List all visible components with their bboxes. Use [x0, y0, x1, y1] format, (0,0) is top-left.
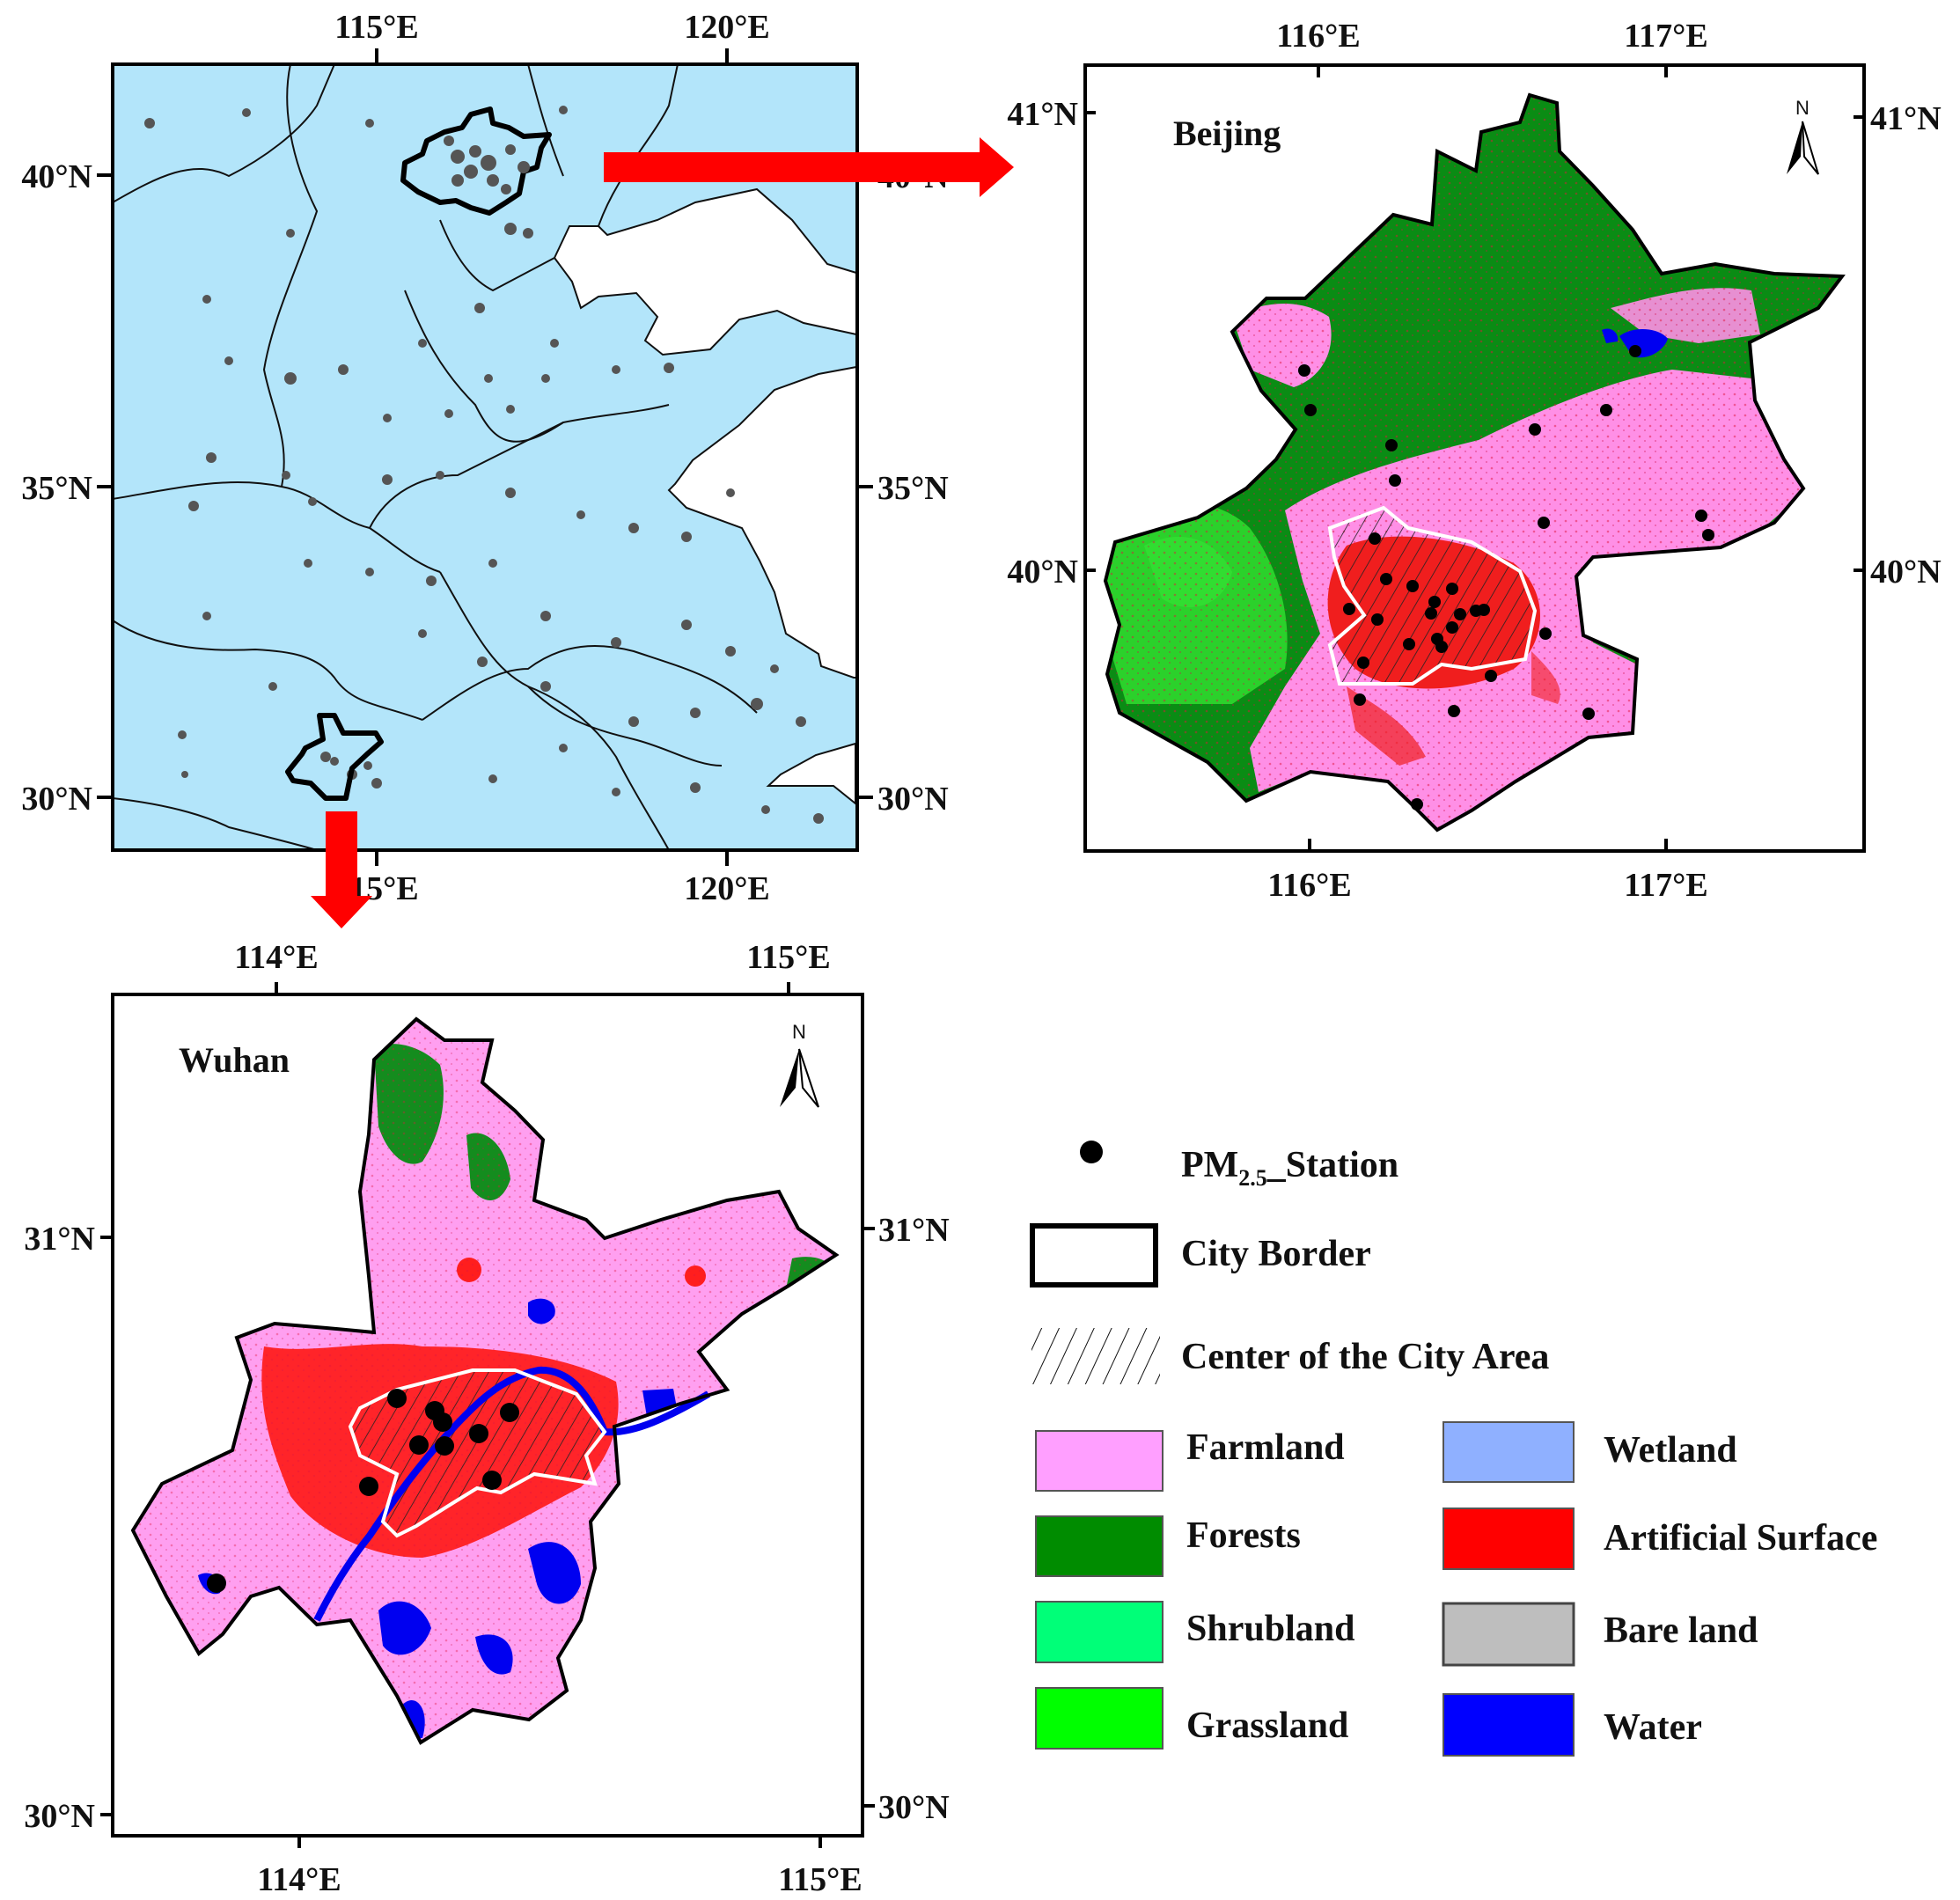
beijing-bottom-lon-116: 116°E	[1267, 867, 1351, 904]
overview-beijing-outline	[400, 106, 552, 216]
svg-text:Artificial Surface: Artificial Surface	[1604, 1518, 1877, 1559]
wuhan-right-lat-31: 31°N	[878, 1212, 950, 1249]
beijing-top-lon-116: 116°E	[1276, 18, 1360, 55]
wuhan-title: Wuhan	[179, 1040, 290, 1080]
beijing-center-border	[1327, 505, 1538, 686]
wuhan-left-lat-31: 31°N	[24, 1221, 95, 1258]
overview-map: 115°E 120°E 115°E 120°E 40°N 35°N 30°N 4…	[21, 9, 948, 907]
beijing-top-lon-117: 117°E	[1624, 18, 1707, 55]
overview-left-lat-40: 40°N	[21, 158, 92, 195]
overview-right-lat-35: 35°N	[877, 470, 949, 507]
wuhan-map: Wuhan N 114°E 115°E 114°E 115°E 31°N 30°…	[24, 939, 949, 1898]
overview-wuhan-outline	[285, 713, 384, 801]
overview-station-blobs	[144, 106, 824, 824]
beijing-north-arrow-icon: N	[1787, 97, 1819, 175]
wuhan-left-lat-30: 30°N	[24, 1798, 95, 1835]
legend-wetland: Wetland	[1442, 1421, 1737, 1483]
bohai-sea	[553, 187, 857, 356]
wuhan-bottom-lon-115: 115°E	[778, 1861, 862, 1898]
overview-right-lat-30: 30°N	[877, 781, 949, 818]
svg-text:Forests: Forests	[1186, 1515, 1301, 1556]
svg-text:N: N	[792, 1021, 806, 1043]
legend-artificial-surface: Artificial Surface	[1442, 1508, 1877, 1570]
legend-station: PM2.5_Station	[1080, 1141, 1398, 1191]
beijing-stations	[1298, 345, 1714, 811]
svg-text:Bare land: Bare land	[1604, 1610, 1758, 1651]
wuhan-right-lat-30: 30°N	[878, 1789, 950, 1826]
overview-top-lon-120: 120°E	[684, 9, 770, 46]
legend: PM2.5_Station City Border Center of the …	[1030, 1141, 1877, 1757]
wuhan-top-lon-115: 115°E	[746, 939, 830, 976]
beijing-left-lat-41: 41°N	[1007, 96, 1078, 133]
legend-grassland: Grassland	[1035, 1687, 1348, 1750]
beijing-right-lat-40: 40°N	[1870, 554, 1942, 591]
svg-text:Center of the City Area: Center of the City Area	[1181, 1337, 1549, 1377]
svg-text:Wetland: Wetland	[1604, 1430, 1737, 1471]
wuhan-outline	[130, 1016, 840, 1745]
legend-water: Water	[1442, 1693, 1702, 1757]
legend-farmland: Farmland	[1035, 1427, 1345, 1492]
svg-text:Water: Water	[1604, 1707, 1702, 1748]
legend-forests: Forests	[1035, 1515, 1301, 1577]
city-border-swatch	[1030, 1223, 1158, 1287]
beijing-outline	[1103, 92, 1846, 833]
svg-text:Shrubland: Shrubland	[1186, 1609, 1354, 1649]
beijing-left-lat-40: 40°N	[1007, 554, 1078, 591]
wuhan-center-border	[348, 1368, 607, 1538]
arrow-to-beijing	[604, 137, 1014, 197]
svg-text:City Border: City Border	[1181, 1234, 1371, 1274]
wuhan-top-lon-114: 114°E	[234, 939, 318, 976]
overview-left-lat-30: 30°N	[21, 781, 92, 818]
overview-left-lat-35: 35°N	[21, 470, 92, 507]
svg-text:Farmland: Farmland	[1186, 1427, 1345, 1468]
beijing-bottom-lon-117: 117°E	[1624, 867, 1707, 904]
wuhan-bottom-lon-114: 114°E	[257, 1861, 341, 1898]
wuhan-north-arrow-icon: N	[780, 1021, 819, 1108]
beijing-map: Beijing N 116°E 117°E 116°E 117°E 41°N 4…	[1007, 18, 1941, 904]
legend-center-area: Center of the City Area	[1031, 1328, 1549, 1384]
wuhan-stations	[207, 1389, 519, 1593]
overview-top-lon-115: 115°E	[334, 9, 418, 46]
svg-text:PM2.5_Station: PM2.5_Station	[1181, 1145, 1398, 1191]
legend-city-border: City Border	[1030, 1223, 1371, 1287]
beijing-title: Beijing	[1173, 114, 1281, 153]
legend-shrubland: Shrubland	[1035, 1601, 1354, 1663]
arrow-to-wuhan	[311, 811, 372, 928]
station-dot-icon	[1080, 1141, 1103, 1163]
svg-text:Grassland: Grassland	[1186, 1706, 1348, 1746]
overview-bottom-lon-120: 120°E	[684, 870, 770, 907]
svg-text:N: N	[1795, 97, 1810, 119]
yellow-sea	[667, 365, 857, 679]
hatch-swatch	[1031, 1328, 1160, 1384]
overview-frame	[111, 62, 859, 852]
beijing-frame	[1083, 63, 1866, 853]
legend-bare-land: Bare land	[1442, 1602, 1758, 1667]
wuhan-frame	[111, 993, 864, 1838]
beijing-right-lat-41: 41°N	[1870, 100, 1942, 137]
